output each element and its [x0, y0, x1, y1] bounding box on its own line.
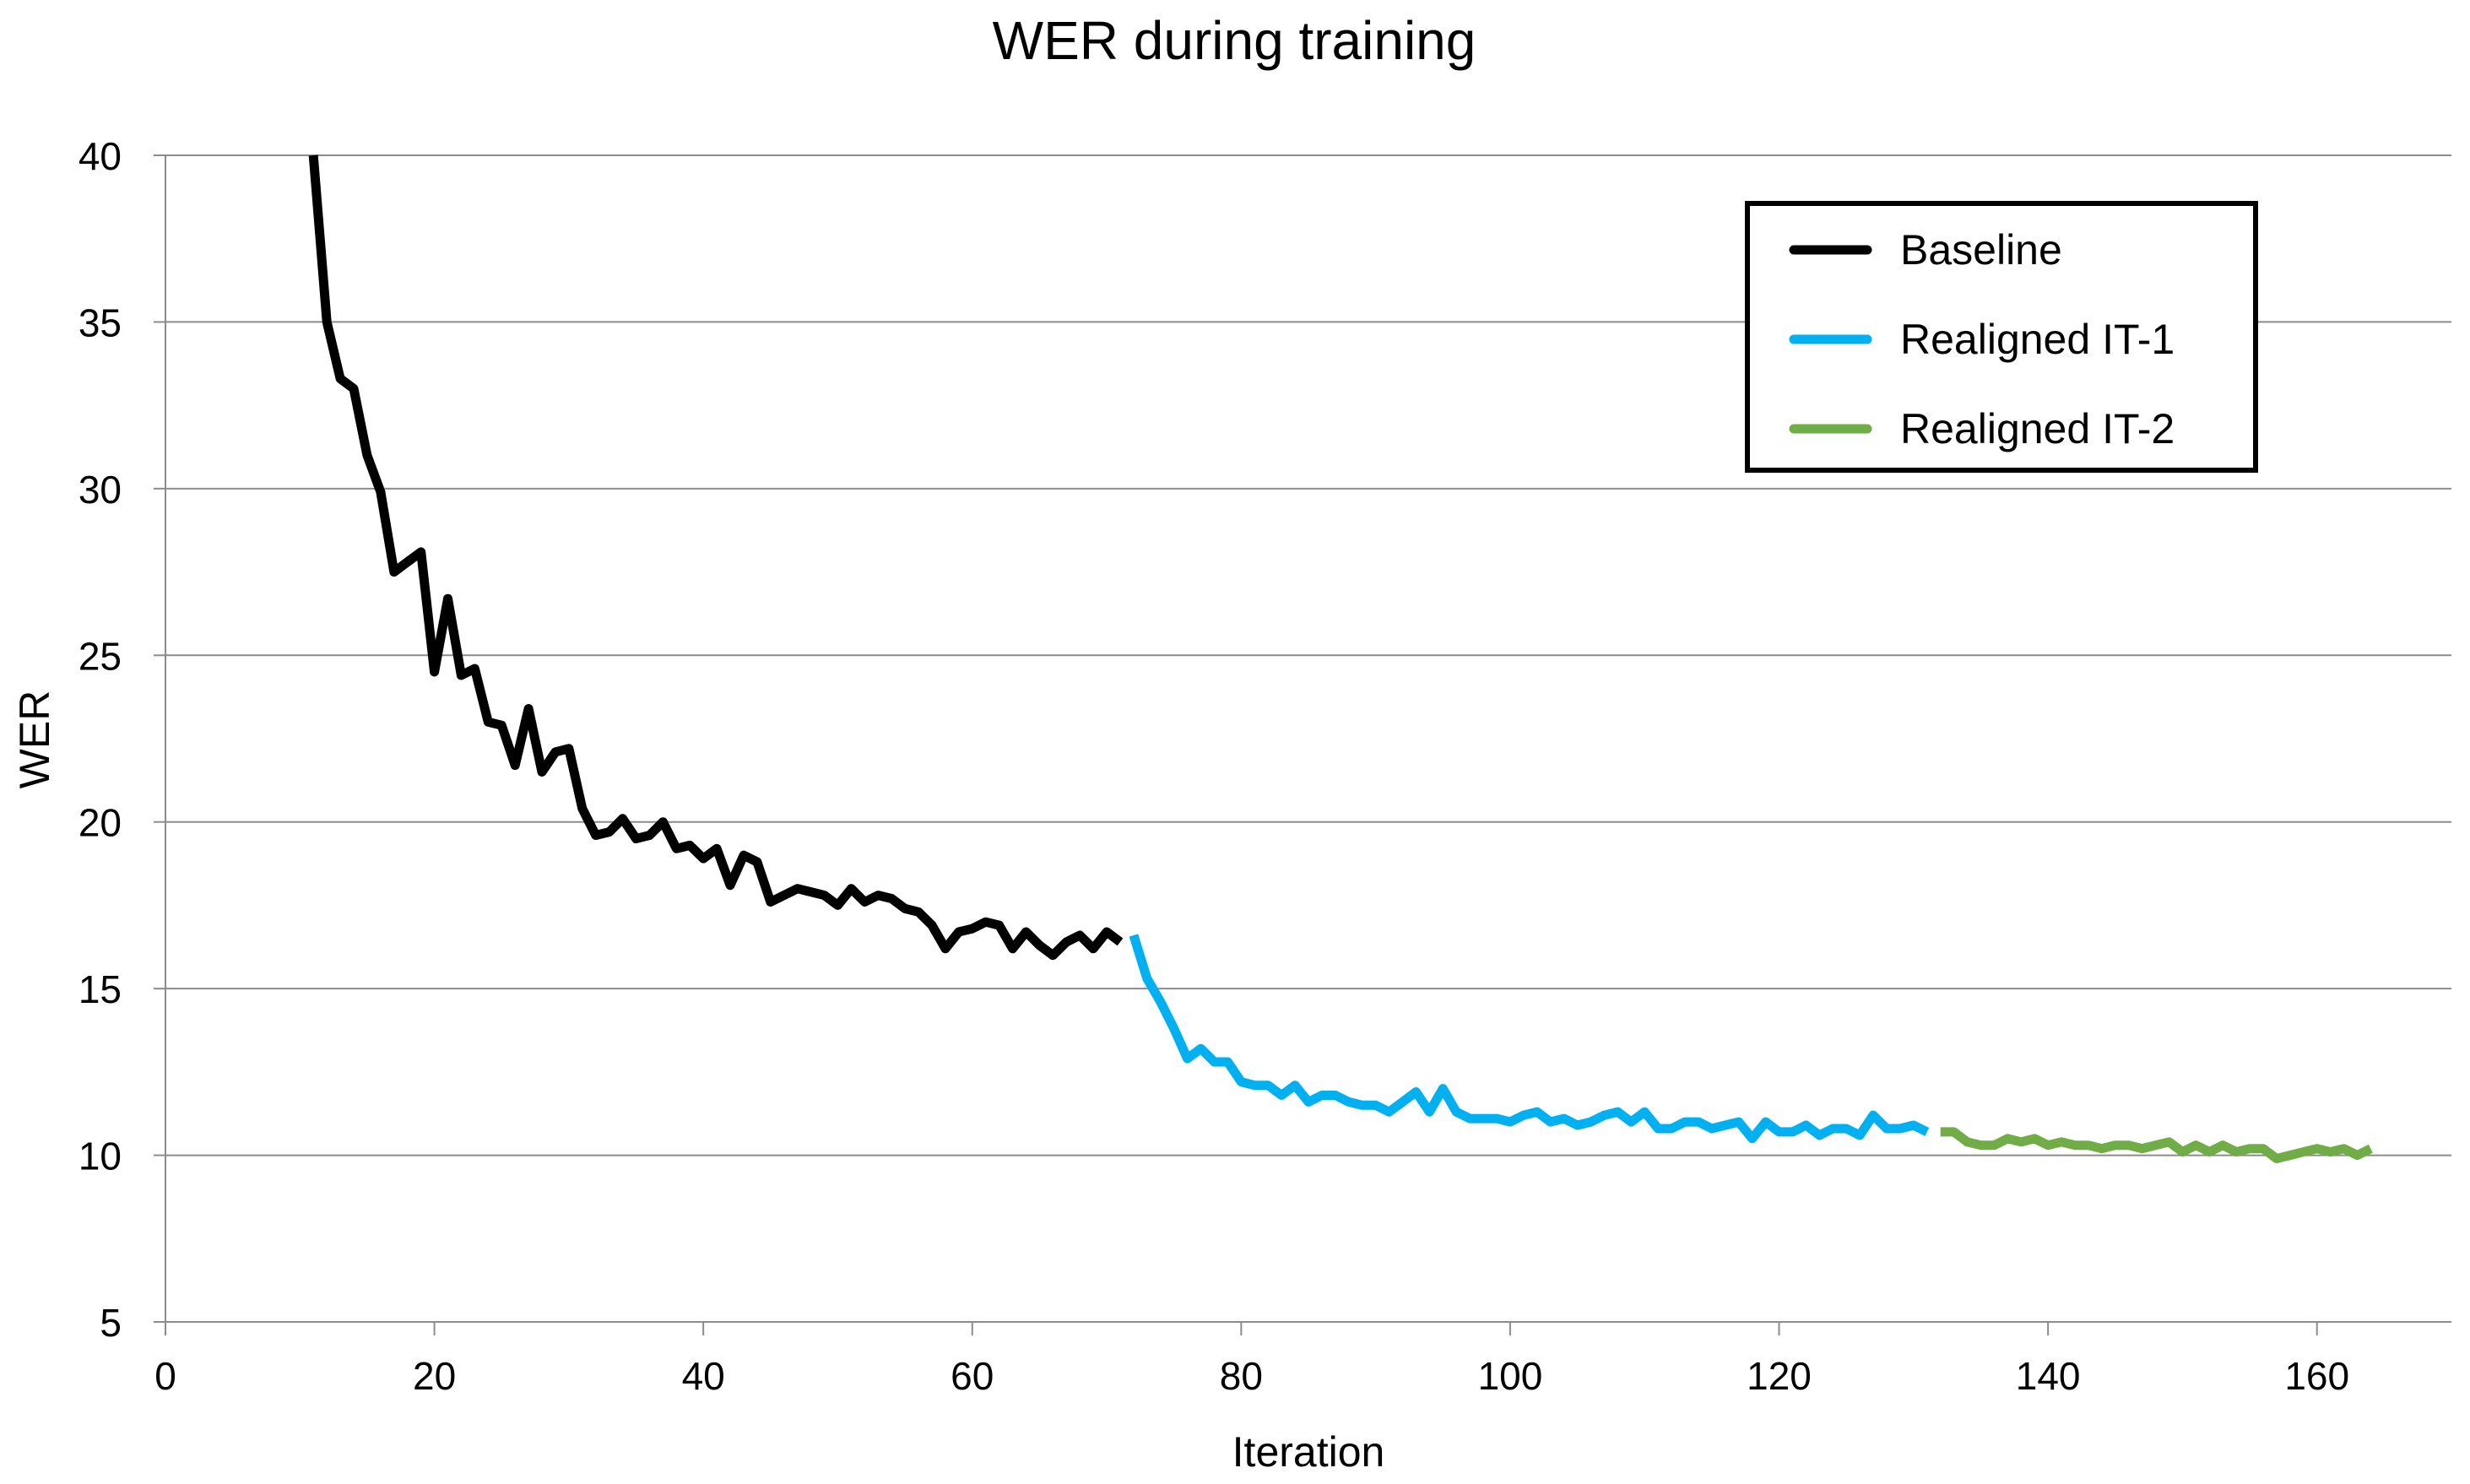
legend-label-realigned-it-1: Realigned IT-1: [1900, 316, 2175, 363]
x-axis-label: Iteration: [1232, 1428, 1385, 1476]
x-tick-label: 120: [1747, 1354, 1812, 1398]
y-tick-label: 10: [79, 1135, 122, 1178]
y-tick-label: 40: [79, 134, 122, 178]
series-line-realigned-it-1: [1129, 934, 1930, 1144]
x-tick-label: 160: [2284, 1354, 2349, 1398]
y-tick-label: 15: [79, 967, 122, 1011]
y-tick-label: 5: [100, 1301, 122, 1345]
data-series: [308, 154, 2373, 1163]
series-line-realigned-it-2: [1940, 1127, 2373, 1163]
tick-labels: 5 10 15 20 25 30 35 40 0 20 40 60 80 100 120 140 160: [79, 134, 2349, 1398]
legend-label-baseline: Baseline: [1900, 226, 2062, 274]
x-tick-label: 20: [413, 1354, 456, 1398]
series-line-baseline: [308, 154, 1124, 961]
x-tick-label: 80: [1220, 1354, 1263, 1398]
axes: [154, 154, 2451, 1335]
x-tick-label: 0: [154, 1354, 176, 1398]
legend-label-realigned-it-2: Realigned IT-2: [1900, 405, 2175, 452]
y-tick-label: 35: [79, 301, 122, 344]
legend: Baseline Realigned IT-1 Realigned IT-2: [1745, 201, 2258, 473]
x-tick-label: 40: [682, 1354, 725, 1398]
y-tick-label: 30: [79, 468, 122, 512]
x-tick-label: 60: [951, 1354, 994, 1398]
x-tick-label: 140: [2016, 1354, 2081, 1398]
chart-title: WER during training: [993, 10, 1476, 71]
y-axis-label: WER: [11, 691, 58, 789]
y-tick-label: 25: [79, 634, 122, 678]
x-tick-label: 100: [1478, 1354, 1543, 1398]
y-tick-label: 20: [79, 801, 122, 845]
